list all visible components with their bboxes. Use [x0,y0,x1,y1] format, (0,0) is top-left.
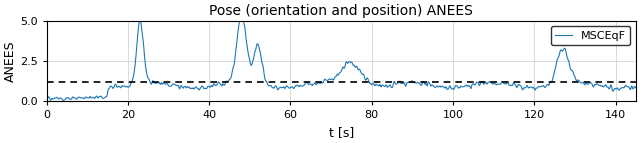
Legend: MSCEqF: MSCEqF [551,26,630,45]
X-axis label: t [s]: t [s] [329,126,354,139]
MSCEqF [632,87,639,89]
Y-axis label: ANEES: ANEES [4,40,17,82]
MSCEqF [73,98,81,100]
MSCEqF [43,99,51,101]
Line: MSCEqF: MSCEqF [47,17,636,100]
MSCEqF [615,89,623,91]
MSCEqF [616,89,623,91]
MSCEqF [314,81,322,83]
Title: Pose (orientation and position) ANEES: Pose (orientation and position) ANEES [209,4,473,18]
MSCEqF [330,79,338,80]
MSCEqF [508,85,515,86]
MSCEqF [59,100,67,101]
MSCEqF [238,16,246,18]
